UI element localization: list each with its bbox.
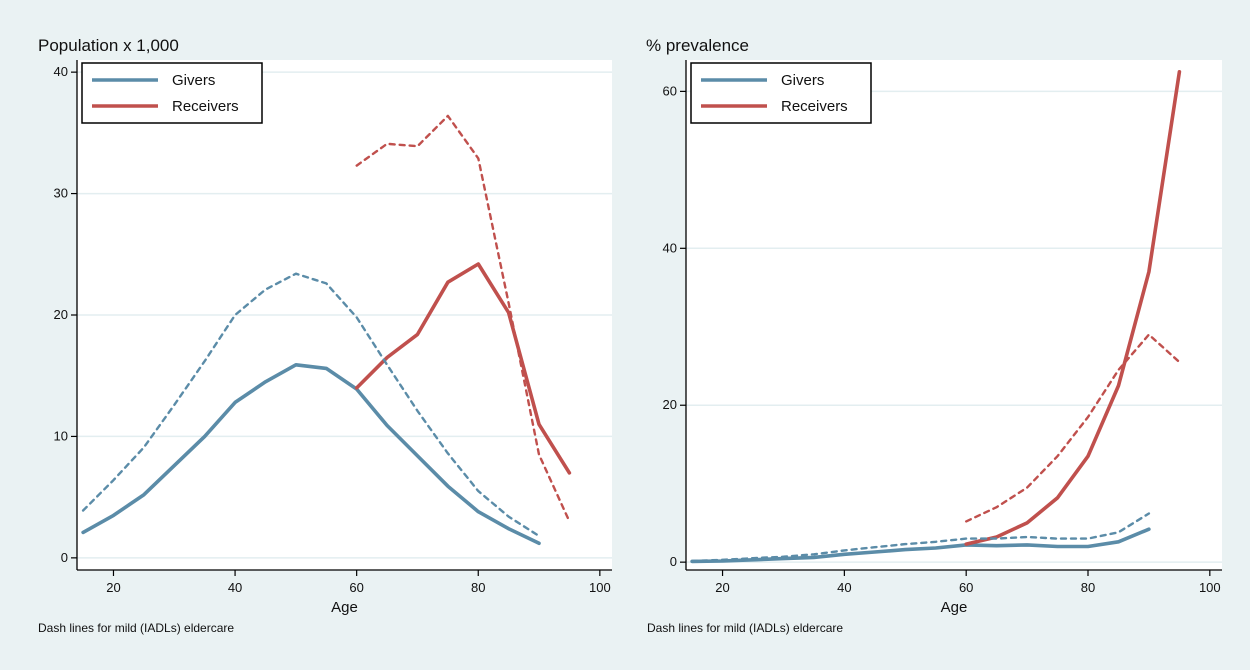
series-line-receivers-solid [964,70,1182,546]
legend-label: Givers [781,72,824,89]
legend-box [690,62,872,124]
footnote: Dash lines for mild (IADLs) eldercare [38,621,234,635]
series-line-receivers-solid [354,262,572,475]
x-axis-label: Age [331,599,358,616]
y-tick-label: 0 [670,554,677,569]
x-tick-label: 100 [589,580,611,595]
legend-box [81,62,263,124]
plot-area [686,60,1222,570]
y-tick-label: 10 [54,428,68,443]
x-tick-label: 80 [471,580,485,595]
x-tick-label: 40 [228,580,242,595]
footnote: Dash lines for mild (IADLs) eldercare [647,621,843,635]
series-line-givers-solid [690,527,1151,564]
x-tick-label: 40 [837,580,851,595]
x-tick-label: 60 [959,580,973,595]
y-tick-label: 40 [54,64,68,79]
legend-label: Receivers [172,98,239,115]
legend: Givers Receivers [81,62,263,124]
y-tick-label: 60 [663,83,677,98]
x-tick-label: 60 [349,580,363,595]
x-axis-label: Age [941,599,968,616]
series-line-givers-dashed [690,512,1151,563]
panel-title: % prevalence [646,36,749,55]
x-tick-label: 100 [1199,580,1221,595]
y-tick-label: 0 [61,550,68,565]
series-line-givers-dashed [81,272,541,538]
x-tick-label: 20 [106,580,120,595]
series-line-givers-solid [81,363,541,546]
y-tick-label: 40 [663,240,677,255]
panel-title: Population x 1,000 [38,36,179,55]
series-line-receivers-dashed [965,333,1181,523]
y-tick-label: 30 [54,186,68,201]
series-line-receivers-dashed [355,114,571,523]
legend: Givers Receivers [690,62,872,124]
y-tick-label: 20 [54,307,68,322]
y-tick-label: 20 [663,397,677,412]
prevalence-chart: 0 20 40 60 20 40 60 80 100 % prevalence Age Dash li… [646,36,1222,635]
legend-label: Givers [172,72,215,89]
population-chart: 0 10 20 30 40 20 40 60 80 100 Population x 1,000 Ag… [38,36,612,635]
x-tick-label: 80 [1081,580,1095,595]
legend-label: Receivers [781,98,848,115]
population-panel: 0 10 20 30 40 20 40 60 80 100 Population x 1,000 Ag… [38,36,612,635]
x-tick-label: 20 [715,580,729,595]
prevalence-panel: 0 20 40 60 20 40 60 80 100 % prevalence Age Dash li… [625,0,1250,670]
